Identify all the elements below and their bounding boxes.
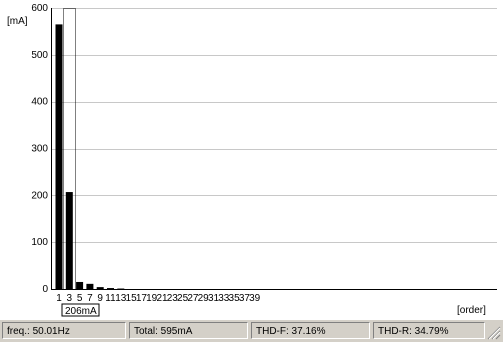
bar-order-7 [86,284,93,289]
y-axis-label: [mA] [7,16,28,27]
x-tick-9: 9 [97,293,103,304]
x-tick-39: 39 [249,293,261,304]
status-total-current: Total: 595mA [129,322,248,339]
status-thd-r: THD-R: 34.79% [373,322,485,339]
status-frequency: freq.: 50.01Hz [2,322,126,339]
status-bar: freq.: 50.01Hz Total: 595mA THD-F: 37.16… [0,319,503,342]
harmonic-bars [56,24,125,289]
y-tick-labels: 0 100 200 300 400 500 600 [31,3,48,295]
x-axis-label: [order] [457,305,486,316]
y-tick-300: 300 [31,144,48,155]
grid-lines [51,9,497,243]
y-tick-0: 0 [42,284,48,295]
x-tick-7: 7 [87,293,93,304]
x-tick-5: 5 [77,293,83,304]
resize-grip-icon[interactable] [487,326,501,340]
x-tick-3: 3 [67,293,73,304]
y-tick-400: 400 [31,97,48,108]
status-thd-f: THD-F: 37.16% [251,322,370,339]
bar-order-5 [76,282,83,289]
y-tick-200: 200 [31,190,48,201]
y-tick-600: 600 [31,3,48,14]
y-tick-100: 100 [31,237,48,248]
axes [51,8,497,290]
marker-value-box: 206mA [62,304,99,317]
x-tick-1: 1 [56,293,62,304]
bar-order-1 [56,24,63,289]
bar-order-3 [66,192,73,289]
marker-value-label: 206mA [65,306,97,317]
y-tick-500: 500 [31,50,48,61]
bar-order-11 [107,288,114,289]
bar-order-9 [97,287,104,289]
